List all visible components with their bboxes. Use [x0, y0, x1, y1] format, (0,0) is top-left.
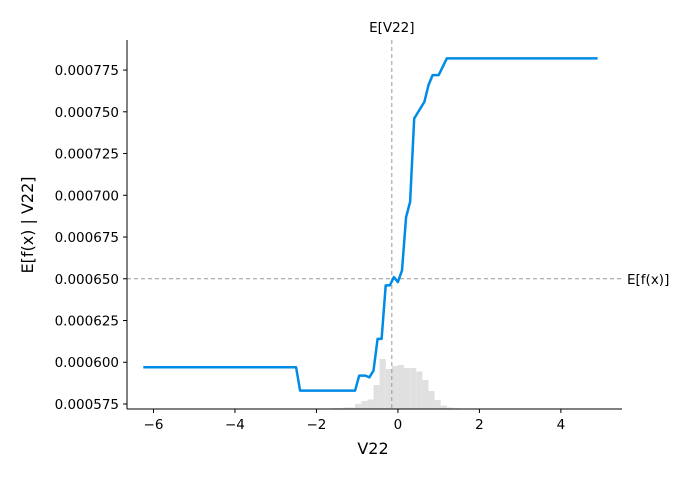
x-tick-label: 0 [394, 417, 403, 433]
histogram-bar [385, 369, 392, 409]
series-line-group [143, 57, 598, 392]
x-tick-label: 2 [475, 417, 484, 433]
histogram-bar [446, 407, 453, 409]
axes [126, 40, 622, 410]
histogram-bar [428, 391, 435, 409]
x-tick-label: 4 [557, 417, 566, 433]
histogram-bar [440, 405, 447, 409]
histogram-bar [391, 366, 398, 409]
y-tick-label: 0.000600 [55, 355, 119, 371]
y-tick-label: 0.000650 [55, 272, 119, 288]
y-tick-label: 0.000725 [55, 147, 119, 163]
histogram-bar [342, 407, 356, 409]
histogram [306, 359, 466, 409]
horizontal-ref-label: E[f(x)] [627, 272, 669, 288]
histogram-bar [422, 380, 429, 409]
y-axis-title: E[f(x) | V22] [18, 176, 37, 273]
y-tick-label: 0.000700 [55, 188, 119, 204]
histogram-bar [434, 400, 441, 409]
x-tick-label: −6 [144, 417, 164, 433]
histogram-bar [373, 385, 380, 409]
y-tick-label: 0.000575 [55, 397, 119, 413]
histogram-bar [404, 368, 411, 409]
y-tick-label: 0.000675 [55, 230, 119, 246]
histogram-bar [416, 371, 423, 409]
histogram-bar [361, 401, 368, 409]
vertical-ref-label: E[V22] [369, 20, 414, 36]
y-tick-label: 0.000775 [55, 63, 119, 79]
x-axis-title: V22 [357, 439, 388, 458]
histogram-bar [355, 404, 362, 409]
histogram-bar [379, 359, 386, 409]
histogram-bar [410, 368, 417, 409]
reference-lines [127, 40, 622, 409]
y-tick-label: 0.000750 [55, 105, 119, 121]
x-tick-label: −2 [306, 417, 326, 433]
y-tick-label: 0.000625 [55, 314, 119, 330]
x-tick-label: −4 [225, 417, 245, 433]
histogram-bar [367, 399, 374, 409]
tick-labels: −6 −4 −2 0 2 4 0.000575 0.000600 0.000625 0.00065… [55, 63, 566, 433]
histogram-bar [397, 365, 405, 409]
series-line [143, 57, 598, 392]
